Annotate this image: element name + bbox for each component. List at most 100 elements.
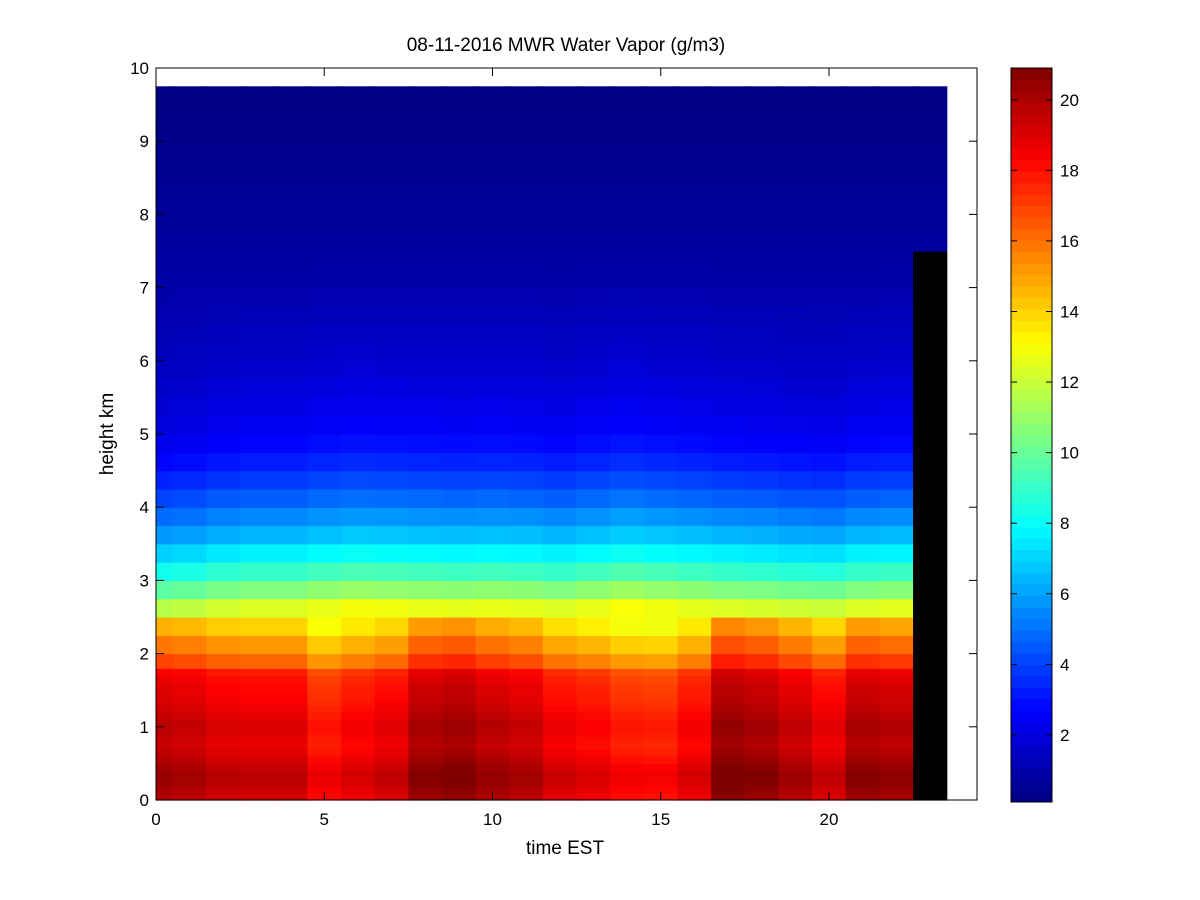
- heatmap-cell: [374, 342, 409, 362]
- heatmap-cell: [610, 668, 645, 677]
- heatmap-cell: [341, 792, 376, 801]
- heatmap-cell: [156, 232, 174, 252]
- heatmap-cell: [744, 726, 780, 735]
- heatmap-cell: [156, 122, 174, 142]
- heatmap-cell: [812, 682, 847, 691]
- heatmap-cell: [156, 470, 174, 490]
- heatmap-cell: [408, 397, 443, 417]
- heatmap-cell: [206, 488, 241, 508]
- heatmap-cell: [374, 141, 409, 161]
- heatmap-cell: [509, 452, 544, 472]
- heatmap-cell: [610, 379, 645, 398]
- heatmap-cell: [172, 617, 208, 636]
- heatmap-cell: [341, 690, 376, 699]
- heatmap-cell: [677, 379, 712, 398]
- heatmap-cell: [307, 763, 342, 772]
- colorbar-band: [1011, 423, 1052, 436]
- y-tick-label: 1: [140, 718, 149, 737]
- heatmap-cell: [711, 763, 746, 772]
- heatmap-cell: [156, 734, 174, 743]
- heatmap-cell: [643, 690, 679, 699]
- heatmap-cell: [273, 682, 309, 691]
- heatmap-cell: [156, 756, 174, 764]
- heatmap-cell: [475, 675, 510, 684]
- heatmap-cell: [879, 507, 914, 527]
- heatmap-cell: [442, 104, 477, 124]
- heatmap-cell: [913, 763, 948, 772]
- heatmap-cell: [475, 770, 510, 779]
- heatmap-cell: [206, 232, 241, 252]
- heatmap-cell: [643, 232, 679, 252]
- heatmap-cell: [845, 488, 881, 508]
- heatmap-cell: [711, 269, 746, 289]
- heatmap-cell: [610, 305, 645, 325]
- heatmap-cell: [273, 668, 309, 677]
- heatmap-cell: [913, 756, 948, 764]
- heatmap-cell: [374, 598, 409, 618]
- heatmap-cell: [711, 415, 746, 435]
- colorbar-tick-label: 12: [1060, 373, 1079, 392]
- heatmap-cell: [341, 704, 376, 713]
- heatmap-cell: [273, 507, 309, 527]
- heatmap-cell: [643, 452, 679, 472]
- heatmap-cell: [307, 635, 342, 655]
- heatmap-cell: [408, 792, 443, 801]
- heatmap-cell: [812, 598, 847, 618]
- heatmap-cell: [341, 214, 376, 234]
- heatmap-cell: [341, 719, 376, 728]
- heatmap-cell: [240, 86, 275, 106]
- heatmap-cell: [610, 748, 645, 757]
- colorbar-band: [1011, 377, 1052, 390]
- heatmap-cell: [913, 734, 948, 743]
- heatmap-cell: [341, 397, 376, 417]
- heatmap-cell: [156, 543, 174, 563]
- heatmap-cell: [542, 232, 578, 252]
- heatmap-cell: [711, 305, 746, 325]
- heatmap-cell: [677, 214, 712, 234]
- heatmap-cell: [677, 452, 712, 472]
- heatmap-cell: [744, 159, 780, 179]
- heatmap-cell: [442, 697, 477, 706]
- colorbar-band: [1011, 171, 1052, 184]
- heatmap-cell: [307, 360, 342, 380]
- colorbar-band: [1011, 274, 1052, 287]
- heatmap-cell: [273, 434, 309, 453]
- heatmap-cell: [172, 756, 208, 764]
- heatmap-cell: [879, 697, 914, 706]
- heatmap-cell: [610, 792, 645, 801]
- heatmap-cell: [172, 177, 208, 197]
- heatmap-cell: [442, 748, 477, 757]
- colorbar-band: [1011, 297, 1052, 310]
- colorbar-band: [1011, 366, 1052, 379]
- heatmap-cell: [542, 177, 578, 197]
- heatmap-cell: [172, 690, 208, 699]
- heatmap-cell: [744, 653, 780, 669]
- heatmap-cell: [172, 525, 208, 545]
- colorbar-band: [1011, 389, 1052, 402]
- heatmap-cell: [913, 379, 948, 398]
- heatmap-cell: [610, 324, 645, 344]
- heatmap-cell: [206, 653, 241, 669]
- colorbar-tick-label: 14: [1060, 302, 1079, 321]
- heatmap-cell: [812, 141, 847, 161]
- heatmap-cell: [156, 682, 174, 691]
- heatmap-cell: [156, 726, 174, 735]
- heatmap-cell: [206, 177, 241, 197]
- colorbar-band: [1011, 285, 1052, 298]
- heatmap-cell: [374, 379, 409, 398]
- heatmap-cell: [206, 324, 241, 344]
- heatmap-cell: [240, 397, 275, 417]
- heatmap-cell: [509, 159, 544, 179]
- heatmap-cell: [778, 122, 813, 142]
- colorbar: 2 4 6 8 10 12 14 16 18 20: [1010, 67, 1079, 803]
- heatmap-cell: [879, 196, 914, 215]
- heatmap-cell: [542, 741, 578, 750]
- heatmap-cell: [744, 598, 780, 618]
- heatmap-cell: [576, 734, 611, 743]
- heatmap-cell: [475, 617, 510, 636]
- heatmap-cell: [677, 342, 712, 362]
- heatmap-cell: [677, 719, 712, 728]
- heatmap-cell: [576, 785, 611, 794]
- heatmap-cell: [610, 675, 645, 684]
- heatmap-cell: [677, 756, 712, 764]
